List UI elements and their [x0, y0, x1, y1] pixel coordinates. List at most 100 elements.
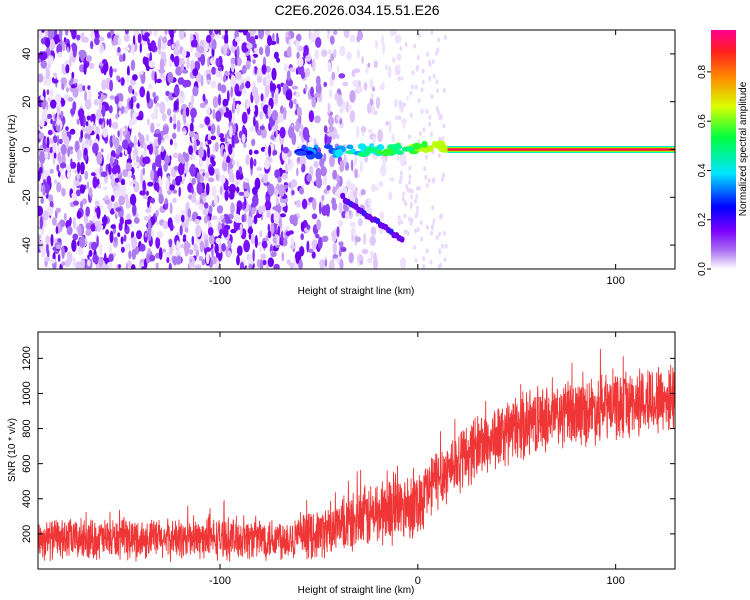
noise-blob: [57, 51, 63, 58]
noise-blob: [173, 122, 177, 130]
y-tick-label: 1200: [21, 346, 33, 370]
noise-blob: [215, 57, 220, 67]
noise-blob: [60, 144, 67, 156]
noise-blob: [191, 235, 195, 246]
noise-blob: [321, 49, 328, 58]
noise-blob: [317, 236, 323, 250]
noise-blob: [58, 170, 61, 178]
noise-blob: [121, 246, 125, 253]
noise-blob: [336, 226, 340, 238]
noise-blob: [87, 85, 91, 90]
noise-blob: [400, 219, 404, 225]
noise-blob: [133, 161, 140, 168]
noise-blob: [190, 107, 197, 119]
noise-blob: [328, 259, 335, 269]
noise-blob: [143, 142, 148, 152]
noise-blob: [211, 66, 217, 75]
noise-blob: [115, 207, 122, 212]
noise-blob: [287, 158, 291, 166]
noise-blob: [64, 30, 69, 36]
noise-blob: [266, 240, 272, 245]
noise-blob: [171, 43, 175, 50]
ramp-blob: [396, 150, 404, 156]
noise-blob: [92, 176, 98, 189]
noise-blob: [435, 106, 439, 112]
noise-blob: [88, 249, 93, 257]
noise-blob: [90, 114, 93, 123]
ramp-blob: [314, 152, 323, 160]
noise-blob: [210, 57, 214, 65]
noise-blob: [71, 30, 77, 40]
noise-blob: [336, 174, 340, 183]
noise-blob: [53, 113, 56, 121]
noise-blob: [47, 56, 54, 66]
noise-blob: [100, 148, 104, 153]
noise-blob: [125, 262, 129, 269]
noise-blob: [182, 69, 189, 74]
noise-blob: [343, 30, 350, 39]
noise-blob: [41, 97, 47, 110]
noise-blob: [63, 213, 67, 221]
noise-blob: [100, 44, 104, 51]
ramp-blob: [323, 144, 333, 150]
noise-blob: [341, 211, 347, 219]
noise-blob: [251, 86, 259, 98]
noise-blob: [207, 56, 210, 68]
noise-blob: [186, 201, 190, 211]
noise-blob: [219, 214, 225, 220]
noise-blob: [112, 134, 116, 145]
noise-blob: [360, 126, 367, 132]
noise-blob: [52, 217, 57, 226]
noise-blob: [295, 92, 301, 98]
noise-blob: [312, 58, 316, 72]
noise-blob: [259, 259, 264, 269]
noise-blob: [150, 169, 155, 181]
noise-blob: [43, 181, 51, 194]
noise-blob: [87, 254, 90, 259]
noise-blob: [406, 231, 410, 236]
noise-blob: [46, 113, 53, 119]
noise-blob: [118, 195, 126, 206]
noise-blob: [270, 83, 277, 92]
noise-blob: [234, 100, 242, 106]
noise-blob: [114, 95, 120, 105]
noise-blob: [119, 152, 123, 157]
noise-blob: [253, 104, 259, 118]
noise-blob: [442, 88, 446, 93]
noise-blob: [92, 216, 96, 223]
noise-blob: [443, 35, 447, 40]
noise-blob: [425, 224, 429, 230]
noise-blob: [167, 40, 171, 47]
noise-blob: [370, 92, 374, 100]
noise-blob: [199, 168, 206, 173]
noise-blob: [168, 262, 172, 269]
noise-blob: [154, 71, 157, 84]
noise-blob: [45, 151, 48, 158]
noise-blob: [123, 234, 127, 242]
noise-blob: [267, 230, 272, 239]
noise-blob: [157, 37, 162, 50]
noise-blob: [285, 77, 292, 87]
noise-blob: [242, 30, 248, 36]
noise-blob: [185, 107, 190, 117]
noise-blob: [124, 149, 128, 156]
noise-blob: [261, 240, 268, 249]
noise-blob: [200, 174, 205, 183]
noise-blob: [432, 218, 436, 224]
noise-blob: [48, 38, 56, 51]
noise-blob: [352, 79, 359, 88]
noise-blob: [257, 241, 262, 246]
noise-blob: [279, 126, 286, 139]
noise-blob: [371, 104, 375, 116]
noise-blob: [254, 35, 259, 40]
noise-blob: [157, 167, 163, 180]
noise-blob: [108, 253, 114, 262]
noise-blob: [301, 163, 306, 172]
noise-blob: [139, 134, 145, 145]
noise-blob: [277, 111, 284, 123]
noise-blob: [94, 168, 100, 174]
noise-blob: [229, 125, 233, 138]
noise-blob: [270, 134, 275, 141]
noise-blob: [162, 36, 168, 44]
spectrogram-ramp: [294, 140, 451, 160]
